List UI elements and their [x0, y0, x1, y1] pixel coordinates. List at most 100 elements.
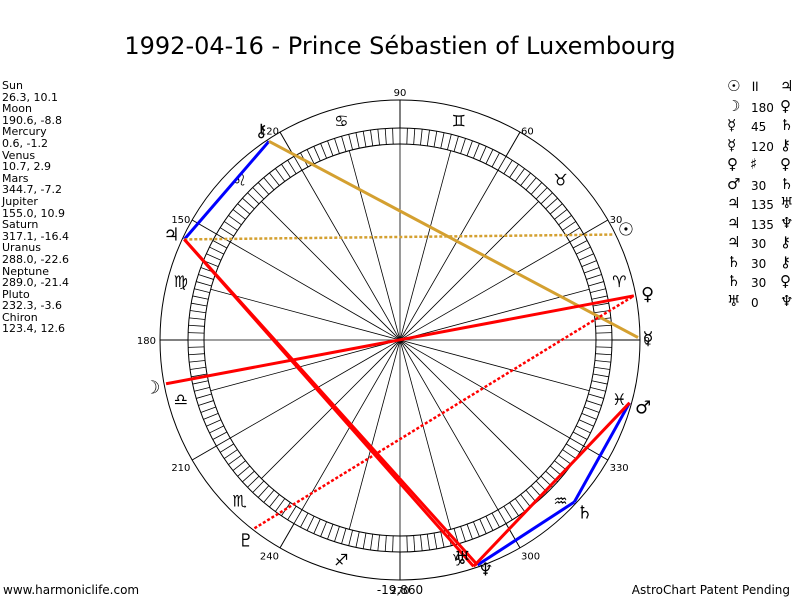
- degree-tick: [194, 387, 210, 392]
- degree-tick: [485, 149, 494, 165]
- website-link[interactable]: www.harmoniclife.com: [3, 583, 140, 597]
- planet-coords: 123.4, 12.6: [2, 322, 65, 336]
- degree-tick: [460, 138, 466, 154]
- degree-tick: [203, 413, 219, 420]
- planet-name: Neptune: [2, 264, 50, 278]
- degree-tick: [595, 353, 612, 356]
- degree-tick: [196, 393, 212, 399]
- major-tick: [505, 131, 521, 157]
- degree-tick: [594, 360, 611, 363]
- degree-tick: [491, 512, 500, 528]
- degree-tick: [558, 454, 572, 465]
- degree-tick: [594, 366, 610, 370]
- degree-tick: [209, 246, 225, 255]
- planet-glyph-icon: ♃: [164, 225, 180, 246]
- aspect-planet-2: ♃: [780, 77, 794, 95]
- degree-tick: [595, 332, 612, 334]
- degree-tick: [453, 136, 459, 152]
- degree-tick: [562, 449, 576, 459]
- degree-tick: [237, 465, 251, 477]
- degree-label: 270: [390, 586, 409, 597]
- aspect-planet-1: ♃: [727, 233, 741, 251]
- degree-tick: [370, 534, 374, 550]
- degree-tick: [242, 197, 255, 210]
- degree-tick: [503, 506, 513, 520]
- aspect-line: [183, 140, 271, 241]
- degree-tick: [216, 437, 231, 447]
- planet-glyph-icon: ♅: [454, 548, 470, 569]
- degree-tick: [263, 489, 275, 503]
- degree-label: 30: [610, 215, 623, 226]
- zodiac-sign-icon: ♊: [452, 112, 466, 131]
- degree-tick: [540, 192, 553, 205]
- degree-tick: [479, 146, 487, 162]
- degree-tick: [520, 494, 531, 508]
- degree-tick: [327, 524, 334, 540]
- degree-tick: [269, 172, 280, 186]
- degree-tick: [578, 253, 594, 261]
- degree-tick: [592, 373, 609, 378]
- degree-tick: [209, 425, 225, 434]
- planet-coords: 289.0, -21.4: [2, 276, 69, 290]
- aspect-planet-2: ♅: [780, 194, 794, 212]
- degree-tick: [334, 138, 340, 154]
- degree-tick: [192, 295, 209, 300]
- degree-tick: [224, 221, 238, 231]
- degree-tick: [188, 353, 205, 356]
- degree-tick: [220, 227, 234, 237]
- planet-glyph-icon: ☉: [618, 219, 634, 240]
- degree-tick: [206, 253, 222, 261]
- degree-tick: [281, 164, 291, 178]
- aspect-planet-2: ♆: [780, 291, 794, 310]
- degree-tick: [341, 528, 347, 544]
- degree-tick: [509, 164, 519, 178]
- zodiac-sign-icon: ♓: [612, 390, 626, 409]
- degree-tick: [362, 131, 367, 148]
- degree-tick: [257, 485, 270, 498]
- degree-tick: [420, 129, 423, 146]
- degree-tick: [479, 518, 487, 534]
- planet-coords: 155.0, 10.9: [2, 206, 65, 220]
- major-tick: [279, 523, 295, 549]
- degree-tick: [269, 494, 280, 508]
- degree-tick: [535, 187, 548, 200]
- degree-tick: [460, 526, 466, 542]
- degree-label: 0: [644, 336, 650, 347]
- aspect-planet-1: ☽: [727, 96, 741, 115]
- footer-value: -19,860: [376, 583, 424, 597]
- degree-tick: [189, 360, 206, 363]
- degree-tick: [575, 425, 591, 434]
- aspect-angle: 135: [751, 217, 774, 232]
- zodiac-sign-icon: ♈: [612, 272, 626, 291]
- degree-tick: [497, 156, 507, 171]
- degree-tick: [525, 177, 537, 191]
- aspect-line: [268, 139, 639, 339]
- degree-label: 150: [171, 215, 190, 226]
- degree-tick: [413, 535, 416, 552]
- aspect-angle: 30: [751, 178, 767, 193]
- degree-tick: [252, 480, 265, 493]
- aspect-angle: 30: [751, 276, 767, 290]
- degree-tick: [584, 406, 600, 413]
- degree-tick: [591, 380, 608, 385]
- degree-tick: [595, 346, 612, 348]
- degree-tick: [497, 509, 507, 524]
- degree-tick: [320, 143, 327, 159]
- degree-tick: [190, 310, 206, 314]
- planet-name: Jupiter: [2, 194, 38, 208]
- zodiac-sign-icon: ♉: [553, 170, 567, 189]
- degree-tick: [275, 168, 286, 182]
- planet-position-list: Sun 26.3, 10.1 Moon 190.6, -8.8 Mercury 0.6, …: [2, 80, 69, 335]
- planet-coords: 10.7, 2.9: [2, 160, 51, 174]
- aspect-angle: 180: [751, 100, 774, 115]
- planet-glyph-icon: ⚷: [255, 121, 268, 142]
- degree-tick: [355, 531, 360, 548]
- planet-glyph-icon: ♇: [238, 530, 254, 551]
- degree-tick: [191, 302, 208, 307]
- degree-tick: [191, 373, 208, 378]
- aspect-planet-2: ⚷: [780, 135, 791, 154]
- aspect-line: [476, 500, 576, 567]
- planet-coords: 288.0, -22.6: [2, 252, 69, 266]
- aspect-angle: 0: [751, 295, 759, 310]
- planet-glyph-icon: ♄: [577, 503, 593, 524]
